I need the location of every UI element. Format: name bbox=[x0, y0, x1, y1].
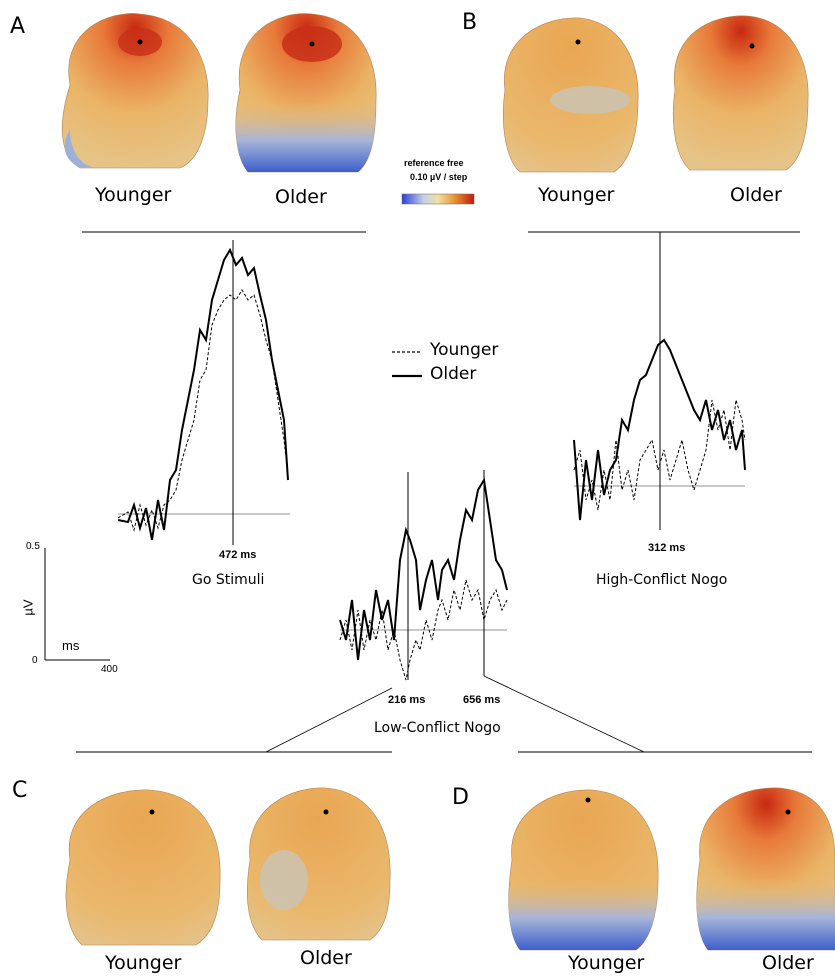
latency-low-2: 656 ms bbox=[463, 694, 501, 706]
label-a-older: Older bbox=[275, 186, 327, 208]
scalp-map-a-older bbox=[235, 13, 377, 173]
latency-low-1: 216 ms bbox=[388, 694, 426, 706]
condition-high: High-Conflict Nogo bbox=[596, 572, 728, 588]
label-d-older: Older bbox=[762, 952, 814, 974]
latency-high: 312 ms bbox=[648, 542, 686, 554]
scale-y-unit: µV bbox=[20, 599, 36, 616]
panel-label-a: A bbox=[10, 14, 26, 39]
label-d-younger: Younger bbox=[568, 952, 645, 974]
label-b-younger: Younger bbox=[538, 184, 615, 206]
scale-y-top: 0.5 bbox=[26, 541, 40, 552]
waveform-go bbox=[117, 240, 290, 545]
condition-low: Low-Conflict Nogo bbox=[374, 720, 501, 736]
scalp-map-d-older bbox=[696, 787, 835, 951]
colorbar-label-2: 0.10 µV / step bbox=[410, 172, 468, 182]
scalp-map-a-younger bbox=[61, 13, 209, 169]
scalp-map-b-younger bbox=[502, 17, 639, 173]
scalp-map-b-older bbox=[672, 15, 809, 171]
panel-label-d: D bbox=[452, 785, 469, 810]
scale-bar bbox=[44, 548, 110, 661]
legend-label-younger: Younger bbox=[430, 340, 499, 360]
condition-go: Go Stimuli bbox=[192, 572, 265, 588]
scalp-map-c-younger bbox=[65, 789, 221, 946]
label-c-younger: Younger bbox=[105, 952, 182, 974]
scale-x-unit: ms bbox=[62, 638, 80, 653]
scale-x-max: 400 bbox=[101, 664, 118, 675]
scale-y-bottom: 0 bbox=[32, 655, 38, 666]
legend-label-older: Older bbox=[430, 364, 477, 384]
colorbar-label-1: reference free bbox=[404, 158, 464, 168]
scalp-map-c-older bbox=[247, 787, 391, 941]
scalp-map-d-younger bbox=[508, 789, 659, 951]
label-a-younger: Younger bbox=[95, 184, 172, 206]
panel-label-c: C bbox=[12, 778, 28, 803]
waveform-high bbox=[573, 232, 746, 530]
waveform-low bbox=[339, 470, 508, 681]
label-b-older: Older bbox=[730, 184, 782, 206]
label-c-older: Older bbox=[300, 947, 352, 969]
panel-label-b: B bbox=[462, 10, 478, 35]
colorbar bbox=[401, 193, 475, 205]
latency-go: 472 ms bbox=[219, 549, 257, 561]
